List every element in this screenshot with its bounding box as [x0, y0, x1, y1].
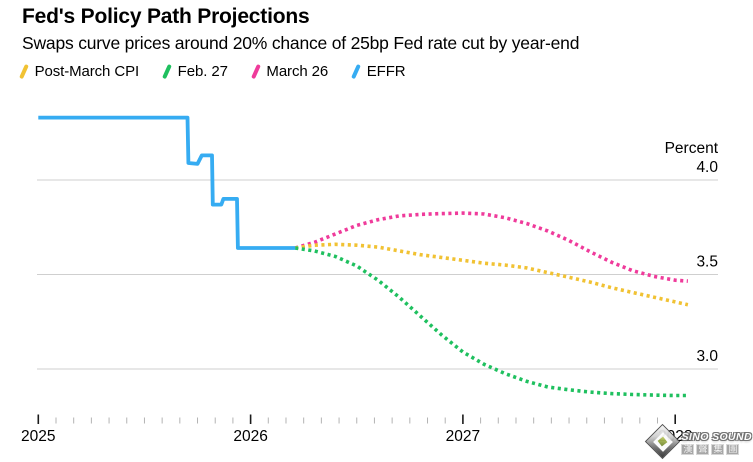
series-line-feb-27	[294, 246, 688, 398]
legend-item-feb-27: Feb. 27	[162, 63, 228, 80]
page-title: Fed's Policy Path Projections	[22, 5, 310, 28]
watermark-brand-cn: 漢聲集團	[681, 443, 740, 455]
watermark: SINO SOUND 漢聲集團	[646, 425, 752, 459]
series-line-effr	[38, 115, 296, 250]
legend-item-march-26: March 26	[250, 63, 329, 80]
series-line-march-26	[294, 211, 689, 283]
watermark-cn-char: 集	[711, 443, 725, 455]
watermark-cn-char: 漢	[681, 443, 695, 455]
y-axis-label-3.5: 3.5	[696, 254, 718, 271]
x-tick-label-2026: 2026	[233, 428, 267, 445]
chart-legend: Post-March CPI Feb. 27 March 26 EFFR	[19, 63, 406, 80]
x-tick-label-2025: 2025	[21, 428, 55, 445]
watermark-gem-icon	[646, 425, 680, 459]
y-axis-label-4.0: 4.0	[696, 159, 718, 176]
series-line-post-march-cpi	[294, 242, 689, 307]
legend-label: Feb. 27	[177, 63, 228, 80]
x-tick-label-2027: 2027	[446, 428, 480, 445]
legend-label: EFFR	[366, 63, 406, 80]
watermark-cn-char: 團	[726, 443, 740, 455]
chart-subtitle: Swaps curve prices around 20% chance of …	[22, 33, 580, 53]
legend-item-effr: EFFR	[351, 63, 406, 80]
legend-item-post-march-cpi: Post-March CPI	[19, 63, 140, 80]
legend-label: March 26	[266, 63, 329, 80]
legend-label: Post-March CPI	[34, 63, 140, 80]
y-axis-unit-label: Percent	[665, 140, 719, 157]
watermark-cn-char: 聲	[696, 443, 710, 455]
watermark-brand: SINO SOUND	[681, 430, 752, 443]
y-axis-label-3.0: 3.0	[696, 348, 718, 365]
